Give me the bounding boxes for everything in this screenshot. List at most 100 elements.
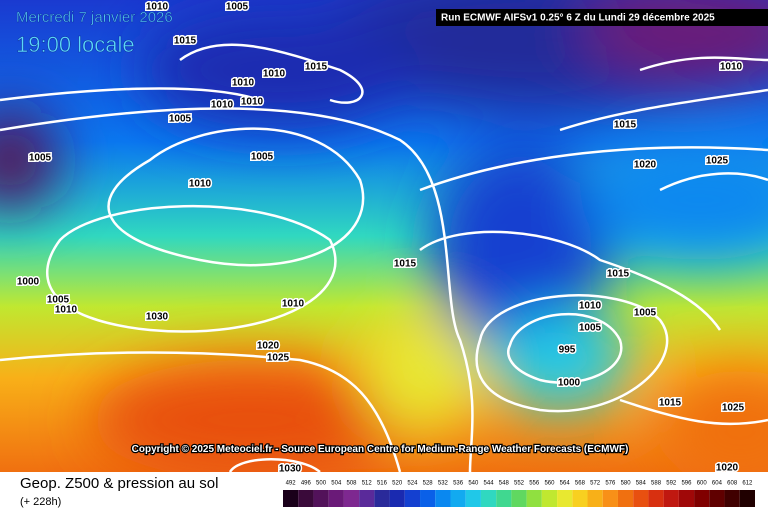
isobar-label: 1010	[263, 69, 286, 80]
legend-swatch	[617, 490, 634, 507]
legend-tick: 608	[727, 481, 738, 487]
legend-swatch	[465, 490, 481, 507]
isobar-label: 1005	[47, 295, 70, 306]
legend-tick: 568	[575, 481, 586, 487]
isobar-label: 1020	[634, 160, 657, 171]
isobar-label: 1010	[241, 97, 264, 108]
legend-swatch	[511, 490, 527, 507]
legend-swatch	[450, 490, 466, 507]
isobar-label: 1010	[720, 62, 743, 73]
isobar-label: 1005	[634, 308, 657, 319]
isobar-label: 1030	[279, 464, 302, 475]
isobar-label: 1005	[169, 114, 192, 125]
legend-tick: 600	[697, 481, 708, 487]
isobar-label: 1005	[251, 152, 274, 163]
legend-swatch	[480, 490, 497, 507]
isobar-label: 1000	[558, 378, 581, 389]
isobar-label: 1015	[659, 398, 682, 409]
legend-swatch	[678, 490, 695, 507]
legend-swatch	[374, 490, 390, 507]
legend-tick: 612	[742, 481, 753, 487]
isobar-label: 995	[559, 345, 576, 356]
legend-swatch	[694, 490, 710, 507]
isobar-label: 1010	[146, 2, 169, 13]
legend-tick: 576	[605, 481, 616, 487]
isobar-label: 1015	[305, 62, 328, 73]
legend-tick: 592	[666, 481, 677, 487]
isobar-label: 1015	[394, 259, 417, 270]
legend-tick: 596	[681, 481, 692, 487]
isobar-label: 1015	[614, 120, 637, 131]
legend-tick: 584	[636, 481, 647, 487]
lead-time: (+ 228h)	[20, 496, 61, 508]
legend-tick: 580	[621, 481, 632, 487]
legend-swatch	[313, 490, 329, 507]
isobar-label: 1030	[146, 312, 169, 323]
legend-swatch	[663, 490, 679, 507]
legend-title: Geop. Z500 & pression au sol	[20, 475, 218, 492]
legend-swatch	[724, 490, 740, 507]
legend-tick: 544	[484, 481, 495, 487]
isobar-label: 1010	[189, 179, 212, 190]
legend-swatch	[404, 490, 421, 507]
legend-tick: 540	[468, 481, 479, 487]
date: Mercredi 7 janvier 2026	[16, 9, 173, 26]
legend-tick: 556	[529, 481, 540, 487]
legend-swatch	[359, 490, 375, 507]
isobar-label: 1020	[716, 463, 739, 474]
legend-swatch	[298, 490, 314, 507]
isobar-label: 1015	[174, 36, 197, 47]
legend-tick: 512	[362, 481, 373, 487]
legend-swatch	[435, 490, 451, 507]
legend-tick: 496	[301, 481, 312, 487]
legend-tick: 504	[331, 481, 342, 487]
legend-tick: 524	[407, 481, 418, 487]
run-info: Run ECMWF AIFSv1 0.25° 6 Z du Lundi 29 d…	[441, 13, 715, 24]
legend-swatch	[739, 490, 755, 507]
legend-tick: 536	[453, 481, 464, 487]
legend-tick: 500	[316, 481, 327, 487]
legend-tick: 552	[514, 481, 525, 487]
isobar-label: 1010	[211, 100, 234, 111]
isobar-label: 1025	[722, 403, 745, 414]
legend-swatch	[587, 490, 603, 507]
legend-swatch	[541, 490, 558, 507]
isobar-label: 1010	[579, 301, 602, 312]
legend-swatch	[343, 490, 360, 507]
legend-tick: 516	[377, 481, 388, 487]
map-background	[0, 0, 768, 472]
legend-swatch	[328, 490, 344, 507]
legend-swatch	[283, 490, 299, 507]
isobar-label: 1025	[706, 156, 729, 167]
legend-tick: 520	[392, 481, 403, 487]
isobar-label: 1025	[267, 353, 290, 364]
legend-swatch	[496, 490, 512, 507]
legend-swatch	[557, 490, 573, 507]
legend-swatch	[602, 490, 618, 507]
isobar-label: 1005	[579, 323, 602, 334]
legend-tick: 604	[712, 481, 723, 487]
isobar-label: 1010	[282, 299, 305, 310]
time: 19:00 locale	[16, 32, 135, 57]
legend-swatch	[648, 490, 664, 507]
legend-swatch	[420, 490, 436, 507]
legend-tick: 548	[499, 481, 510, 487]
run-box	[436, 9, 768, 26]
legend-swatch	[572, 490, 588, 507]
legend-swatch	[709, 490, 725, 507]
isobar-label: 1005	[29, 153, 52, 164]
legend-tick: 572	[590, 481, 601, 487]
legend-tick: 532	[438, 481, 449, 487]
isobar-label: 1000	[17, 277, 40, 288]
isobar-label: 1010	[55, 305, 78, 316]
legend-swatch	[526, 490, 542, 507]
legend-tick: 560	[544, 481, 555, 487]
legend-tick: 528	[423, 481, 434, 487]
isobar-label: 1005	[226, 2, 249, 13]
legend-tick: 588	[651, 481, 662, 487]
legend-tick: 564	[560, 481, 571, 487]
copyright: Copyright © 2025 Meteociel.fr - Source E…	[132, 444, 629, 455]
legend-tick: 508	[347, 481, 358, 487]
isobar-label: 1010	[232, 78, 255, 89]
